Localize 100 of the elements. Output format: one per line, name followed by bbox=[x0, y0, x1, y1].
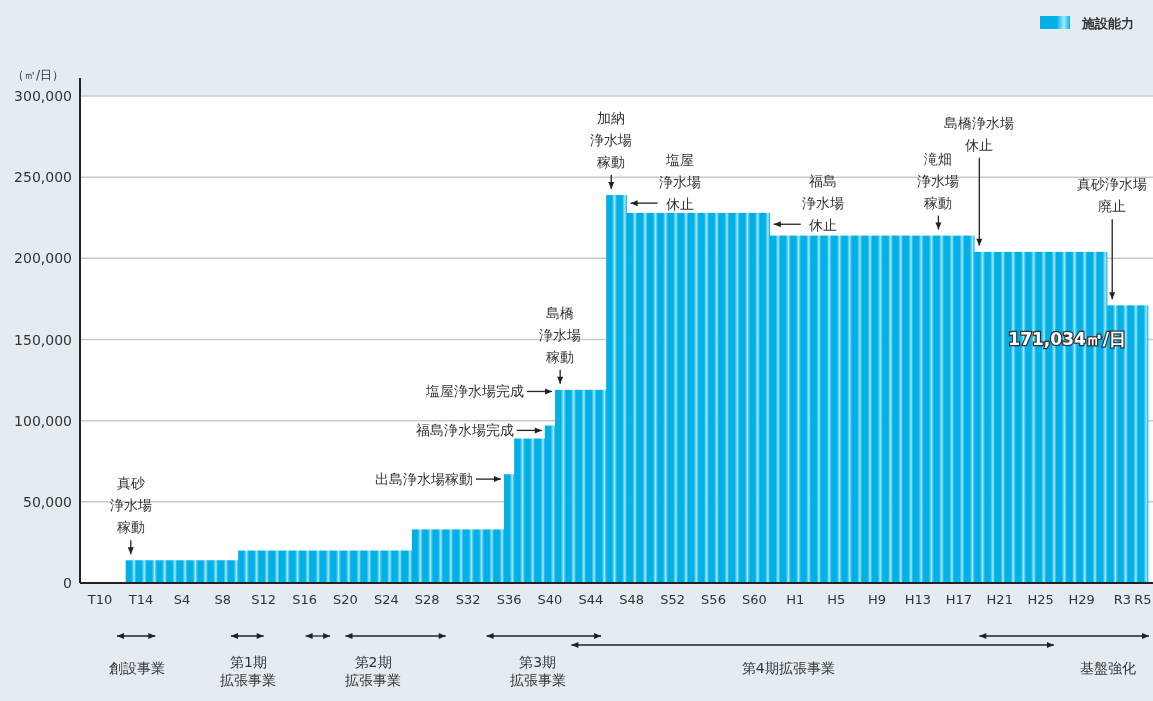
bar bbox=[217, 560, 229, 583]
bar bbox=[268, 550, 280, 583]
bar bbox=[728, 212, 740, 583]
bar bbox=[943, 235, 955, 583]
x-tick-label: S48 bbox=[619, 592, 645, 607]
bar bbox=[452, 529, 464, 583]
bar bbox=[258, 550, 270, 583]
x-tick-label: S44 bbox=[578, 592, 604, 607]
x-tick-label: H5 bbox=[827, 592, 846, 607]
y-tick-label: 0 bbox=[63, 575, 72, 591]
bar bbox=[841, 235, 852, 583]
annotation: 真砂浄水場廃止 bbox=[1077, 176, 1148, 215]
bar bbox=[319, 550, 331, 583]
x-tick-label: R5 bbox=[1134, 592, 1152, 607]
x-tick-label: S60 bbox=[742, 592, 767, 607]
x-tick-label: H9 bbox=[868, 592, 887, 607]
bar bbox=[483, 529, 495, 583]
x-tick-label: S36 bbox=[496, 592, 522, 607]
x-tick-label: H21 bbox=[986, 592, 1013, 607]
x-tick-label: S8 bbox=[214, 592, 232, 607]
y-tick-label: 100,000 bbox=[14, 412, 72, 429]
x-tick-label: T10 bbox=[86, 592, 113, 607]
bar bbox=[401, 550, 413, 583]
bar bbox=[176, 560, 188, 583]
bar bbox=[371, 550, 382, 583]
bar bbox=[933, 235, 944, 583]
bar bbox=[647, 212, 658, 583]
bar bbox=[861, 235, 873, 583]
bar bbox=[892, 235, 903, 583]
x-tick-label: H1 bbox=[786, 592, 805, 607]
bar bbox=[984, 251, 995, 583]
x-tick-label: S28 bbox=[414, 592, 440, 607]
bar bbox=[1137, 305, 1149, 583]
bar bbox=[125, 560, 137, 583]
x-tick-label: S52 bbox=[660, 592, 686, 607]
x-tick-label: H25 bbox=[1027, 592, 1054, 607]
bar bbox=[575, 389, 587, 583]
bar bbox=[524, 438, 535, 583]
bar bbox=[759, 212, 771, 583]
y-tick-label: 200,000 bbox=[14, 250, 72, 267]
bar bbox=[187, 560, 198, 583]
x-tick-label: S12 bbox=[251, 592, 277, 607]
bar bbox=[974, 251, 985, 583]
text: 第3期拡張事業 bbox=[509, 654, 566, 688]
bar bbox=[698, 212, 709, 583]
annotation: 塩屋浄水場完成 bbox=[425, 383, 525, 400]
x-tick-label: H17 bbox=[945, 592, 973, 607]
bar bbox=[289, 550, 300, 583]
annotation: 真砂浄水場稼動 bbox=[109, 475, 152, 536]
bar bbox=[677, 212, 689, 583]
x-tick-label: S16 bbox=[292, 592, 317, 607]
bar bbox=[636, 212, 648, 583]
bar bbox=[882, 235, 893, 583]
bar bbox=[432, 529, 443, 583]
text: 第2期拡張事業 bbox=[345, 654, 402, 688]
bar bbox=[963, 235, 975, 583]
bar bbox=[360, 550, 372, 583]
bar bbox=[1127, 305, 1139, 583]
bar bbox=[207, 560, 218, 583]
bar bbox=[871, 235, 883, 583]
bar bbox=[350, 550, 362, 583]
x-tick-label: S24 bbox=[373, 592, 399, 607]
annotation: 福島浄水場休止 bbox=[801, 173, 844, 234]
text: 第4期拡張事業 bbox=[741, 660, 835, 676]
annotation: 出島浄水場稼動 bbox=[374, 471, 473, 488]
x-tick-label: S4 bbox=[173, 592, 191, 607]
y-tick-label: 300,000 bbox=[14, 88, 72, 104]
bar bbox=[463, 529, 474, 583]
x-tick-label: S20 bbox=[333, 592, 358, 607]
bar bbox=[309, 550, 321, 583]
bar bbox=[749, 212, 760, 583]
bar bbox=[534, 438, 546, 583]
bar bbox=[616, 195, 627, 583]
bar bbox=[473, 529, 484, 583]
bar bbox=[565, 389, 576, 583]
bar bbox=[248, 550, 259, 583]
bar bbox=[902, 235, 914, 583]
bar bbox=[851, 235, 863, 583]
bar bbox=[330, 550, 341, 583]
bar bbox=[800, 235, 811, 583]
bar bbox=[994, 251, 1006, 583]
bar bbox=[912, 235, 924, 583]
x-tick-label: T14 bbox=[127, 592, 154, 607]
bar bbox=[595, 389, 607, 583]
bar bbox=[923, 235, 934, 583]
bar bbox=[381, 550, 392, 583]
bar bbox=[544, 425, 556, 583]
bar bbox=[514, 438, 525, 583]
y-axis-title: （㎥/日） bbox=[11, 68, 65, 82]
bar bbox=[657, 212, 668, 583]
annotation: 福島浄水場完成 bbox=[415, 422, 514, 439]
bar bbox=[299, 550, 310, 583]
bar bbox=[820, 235, 832, 583]
text: 創設事業 bbox=[108, 660, 165, 676]
annotation: 塩屋浄水場休止 bbox=[658, 152, 701, 213]
y-tick-label: 150,000 bbox=[14, 331, 72, 348]
bar bbox=[626, 212, 638, 583]
x-tick-label: S56 bbox=[701, 592, 726, 607]
bar bbox=[238, 550, 249, 583]
bar bbox=[769, 235, 781, 583]
